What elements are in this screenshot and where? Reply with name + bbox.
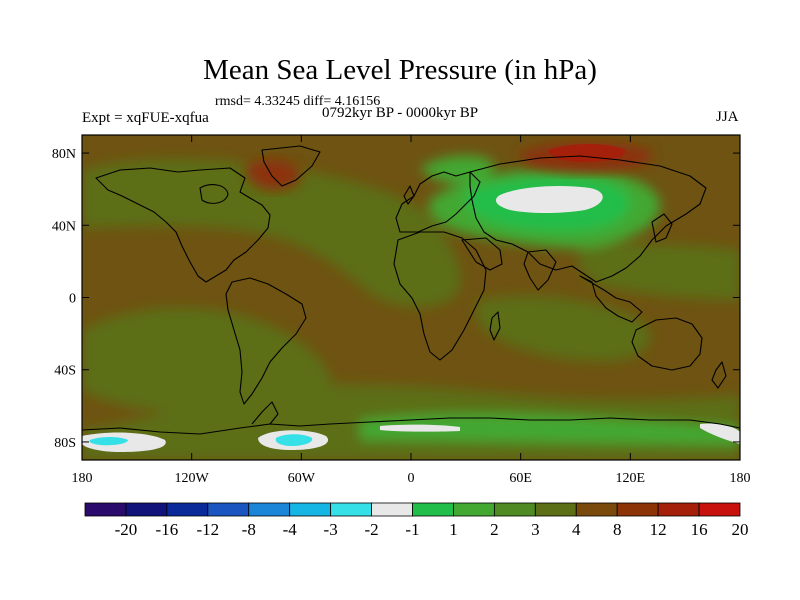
coastline-india (523, 249, 557, 291)
field-region-antarctic-white-far-east (700, 423, 740, 444)
lat-tick-label: 0 (69, 292, 76, 307)
lon-tick-label: 180 (730, 471, 751, 486)
colorbar-swatch (698, 502, 741, 517)
colorbar-label: 8 (613, 520, 622, 539)
colorbar-label: -20 (115, 520, 138, 539)
colorbar-label: 2 (490, 520, 499, 539)
colorbar-swatch (412, 502, 454, 517)
coastline-hudson-bay (199, 184, 229, 204)
colorbar-swatch (371, 502, 413, 517)
colorbar-swatch (493, 502, 536, 517)
colorbar-label: -3 (324, 520, 338, 539)
coastline-antarctic-peninsula (251, 401, 279, 425)
coastline-africa (393, 231, 487, 361)
coastline-arabia (461, 237, 503, 271)
lon-tick-label: 180 (72, 471, 93, 486)
season-label: JJA (716, 109, 739, 125)
coastline-south-america (225, 277, 307, 405)
colorbar-swatch (534, 502, 577, 517)
longitude-axis: 180 120W 60W 0 60E 120E 180 (72, 135, 751, 486)
lat-tick-label: 40S (54, 364, 76, 379)
lon-tick-label: 60E (509, 471, 532, 486)
field-region-east-pacific-green (578, 244, 740, 300)
colorbar-label: -2 (364, 520, 378, 539)
coastline-madagascar (489, 311, 501, 341)
field-region-greenland-red (245, 158, 301, 191)
field-region-antarctic-cyan-west (89, 437, 128, 446)
lon-tick-label: 0 (408, 471, 415, 486)
coastline-asia (469, 155, 707, 283)
period-label: 0792kyr BP - 0000kyr BP (322, 105, 479, 121)
lat-tick-label: 80N (52, 147, 76, 162)
field-region-antarctic-white-east (380, 424, 460, 432)
colorbar-swatch (453, 502, 495, 517)
coastline-north-america (95, 167, 271, 283)
colorbar-swatch (616, 502, 659, 517)
colorbar-swatch (84, 502, 127, 517)
field-region-europe-green (420, 155, 494, 183)
coastline-southeast-asia (579, 275, 643, 323)
field-region-southern-green-band (360, 413, 740, 445)
lat-tick-label: 40N (52, 219, 76, 234)
lon-tick-label: 60W (288, 471, 316, 486)
colorbar-label: 3 (531, 520, 540, 539)
colorbar-swatch (330, 502, 372, 517)
plot-title: Mean Sea Level Pressure (in hPa) (203, 54, 597, 86)
coastline-australia (631, 317, 703, 371)
colorbar-label: 16 (691, 520, 708, 539)
field-region-indian-green (476, 296, 651, 362)
lon-tick-label: 120W (175, 471, 210, 486)
colorbar-label: 20 (732, 520, 749, 539)
coastline-uk (403, 185, 415, 205)
colorbar-swatch (207, 502, 250, 517)
coastline-antarctica (82, 417, 740, 435)
colorbar-label: 4 (572, 520, 581, 539)
field-region-north-atlantic-green (82, 158, 461, 308)
colorbar-swatch (125, 502, 168, 517)
coastline-new-zealand (711, 361, 727, 389)
latitude-axis: 80N 40N 0 40S 80S (52, 147, 740, 451)
colorbar-label: -8 (242, 520, 256, 539)
coastline-japan (651, 213, 673, 243)
stats-label: rmsd= 4.33245 diff= 4.16156 (215, 94, 381, 109)
lon-tick-label: 120E (616, 471, 646, 486)
field-region-siberia-red-core (548, 144, 626, 162)
field-region-asia-white (495, 186, 603, 213)
coastline-greenland (261, 145, 321, 187)
experiment-label: Expt = xqFUE-xqfua (82, 110, 209, 126)
colorbar-label: -4 (283, 520, 298, 539)
colorbar-label: -1 (405, 520, 419, 539)
colorbar-label: 12 (650, 520, 667, 539)
lat-tick-label: 80S (54, 436, 76, 451)
colorbar-label: -12 (196, 520, 219, 539)
colorbar: -20 -16 -12 -8 -4 -3 -2 -1 1 2 3 4 8 12 16 20 (84, 502, 749, 539)
coastlines (82, 145, 740, 435)
colorbar-swatch (248, 502, 291, 517)
field-region-antarctic-cyan-mid (275, 434, 313, 446)
colorbar-swatch (166, 502, 209, 517)
colorbar-label: 1 (449, 520, 458, 539)
colorbar-swatch (657, 502, 700, 517)
colorbar-swatch (289, 502, 332, 517)
colorbar-swatch (575, 502, 618, 517)
colorbar-label: -16 (156, 520, 179, 539)
